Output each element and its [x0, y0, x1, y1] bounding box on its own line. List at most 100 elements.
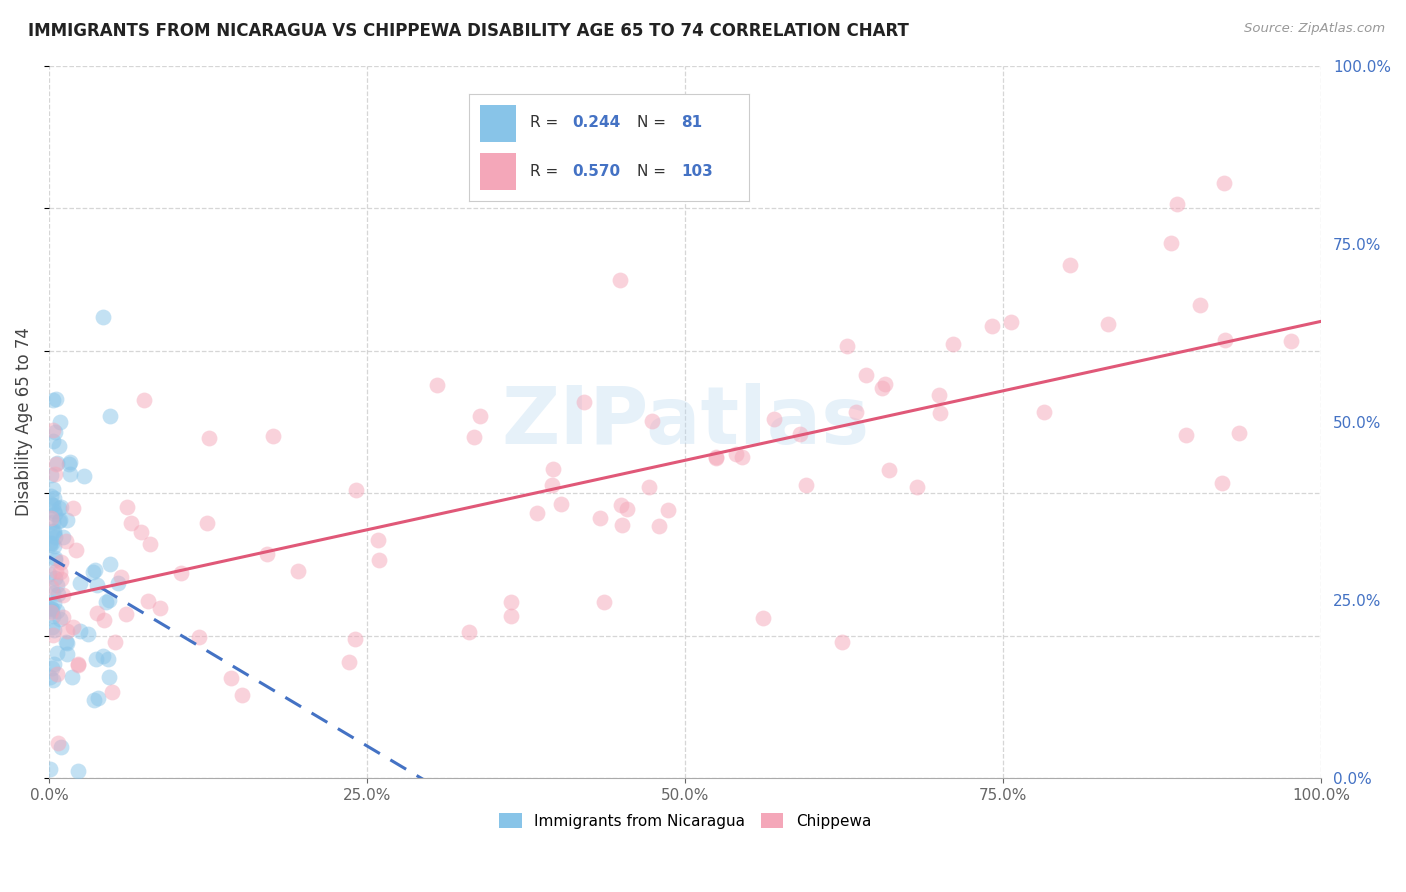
Point	[574, 395, 596, 409]
Point	[942, 337, 965, 351]
Point	[51, 555, 73, 569]
Point	[1097, 317, 1119, 331]
Point	[49, 513, 72, 527]
Point	[39, 605, 62, 619]
Point	[44, 550, 66, 565]
Point	[879, 463, 901, 477]
Point	[42, 524, 65, 538]
Point	[62, 500, 84, 515]
Point	[198, 431, 221, 445]
Point	[86, 606, 108, 620]
Point	[41, 601, 63, 615]
Point	[69, 576, 91, 591]
Point	[1059, 258, 1081, 272]
Point	[704, 451, 727, 466]
Point	[55, 634, 77, 648]
Point	[149, 601, 172, 615]
Point	[45, 564, 67, 578]
Point	[609, 272, 631, 286]
Point	[763, 412, 786, 426]
Point	[870, 381, 893, 395]
Point	[458, 624, 481, 639]
Point	[1160, 236, 1182, 251]
Point	[837, 339, 859, 353]
Point	[39, 604, 62, 618]
Point	[501, 609, 523, 624]
Point	[41, 660, 63, 674]
Point	[337, 655, 360, 669]
Point	[86, 691, 108, 706]
Point	[41, 467, 63, 482]
Point	[845, 405, 868, 419]
Point	[55, 624, 77, 639]
Point	[139, 537, 162, 551]
Point	[82, 565, 104, 579]
Point	[56, 647, 79, 661]
Point	[41, 524, 63, 538]
Point	[367, 533, 389, 547]
Point	[56, 636, 79, 650]
Point	[131, 525, 153, 540]
Point	[592, 595, 614, 609]
Point	[67, 657, 90, 671]
Point	[1213, 176, 1236, 190]
Point	[463, 430, 485, 444]
Point	[657, 503, 679, 517]
Point	[42, 499, 65, 513]
Point	[44, 425, 66, 439]
Point	[905, 480, 928, 494]
Point	[91, 649, 114, 664]
Point	[794, 478, 817, 492]
Point	[45, 392, 67, 406]
Point	[751, 611, 773, 625]
Point	[66, 658, 89, 673]
Point	[52, 588, 75, 602]
Point	[59, 467, 82, 481]
Point	[46, 735, 69, 749]
Point	[107, 575, 129, 590]
Point	[42, 515, 65, 529]
Point	[39, 762, 62, 776]
Point	[103, 635, 125, 649]
Point	[46, 578, 69, 592]
Point	[42, 393, 65, 408]
Point	[219, 671, 242, 685]
Point	[52, 610, 75, 624]
Point	[72, 468, 94, 483]
Point	[83, 563, 105, 577]
Point	[704, 450, 727, 464]
Point	[501, 594, 523, 608]
Point	[62, 620, 84, 634]
Point	[45, 604, 67, 618]
Point	[48, 438, 70, 452]
Point	[84, 652, 107, 666]
Point	[1215, 333, 1237, 347]
Point	[256, 547, 278, 561]
Point	[44, 552, 66, 566]
Point	[46, 666, 69, 681]
Point	[42, 483, 65, 497]
Point	[929, 406, 952, 420]
Point	[540, 478, 562, 492]
Point	[41, 536, 63, 550]
Point	[1188, 298, 1211, 312]
Point	[100, 558, 122, 572]
Point	[41, 586, 63, 600]
Point	[48, 501, 70, 516]
Point	[46, 587, 69, 601]
Point	[928, 388, 950, 402]
Point	[589, 510, 612, 524]
Point	[831, 635, 853, 649]
Point	[344, 632, 367, 646]
Point	[46, 456, 69, 470]
Point	[98, 670, 121, 684]
Point	[55, 533, 77, 548]
Point	[51, 500, 73, 514]
Point	[426, 377, 449, 392]
Legend: Immigrants from Nicaragua, Chippewa: Immigrants from Nicaragua, Chippewa	[494, 806, 877, 835]
Point	[195, 516, 218, 531]
Point	[120, 516, 142, 531]
Point	[41, 673, 63, 688]
Point	[724, 447, 747, 461]
Point	[56, 513, 79, 527]
